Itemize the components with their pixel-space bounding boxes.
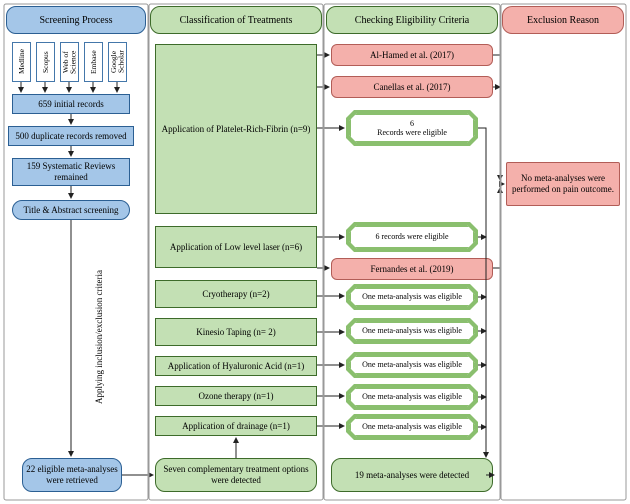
- db-scopus: Scopus: [36, 42, 55, 82]
- oct-six-a: 6Records were eligible: [346, 110, 478, 146]
- box-sys: 159 Systematic Reviews remained: [12, 158, 130, 186]
- box-eligible: 22 eligible meta-analyses were retrieved: [22, 458, 122, 492]
- pink-fernandes: Fernandes et al. (2019): [331, 258, 493, 280]
- col-exclude: Exclusion Reason: [502, 6, 624, 34]
- box-prf: Application of Platelet-Rich-Fibrin (n=9…: [155, 44, 317, 214]
- oct-one-3: One meta-analysis was eligible: [346, 352, 478, 378]
- db-wos: Web of Science: [60, 42, 79, 82]
- six-num: 6: [410, 119, 414, 128]
- oct-one-5: One meta-analysis was eligible: [346, 414, 478, 440]
- box-titleabs: Title & Abstract screening: [12, 200, 130, 220]
- box-ha: Application of Hyaluronic Acid (n=1): [155, 356, 317, 376]
- box-ozone: Ozone therapy (n=1): [155, 386, 317, 406]
- col-screening: Screening Process: [6, 6, 146, 34]
- box-dup: 500 duplicate records removed: [8, 126, 134, 146]
- box-exclude: No meta-analyses were performed on pain …: [506, 162, 620, 206]
- box-drain: Application of drainage (n=1): [155, 416, 317, 436]
- six-sub: Records were eligible: [377, 128, 447, 137]
- col-check: Checking Eligibility Criteria: [326, 6, 498, 34]
- box-cryo: Cryotherapy (n=2): [155, 280, 317, 308]
- vtext-applying: Applying inclusion/exclusion criteria: [94, 270, 104, 404]
- box-initial: 659 initial records: [12, 94, 130, 114]
- oct-one-1: One meta-analysis was eligible: [346, 284, 478, 310]
- pink-canellas: Canellas et al. (2017): [331, 76, 493, 98]
- box-nineteen: 19 meta-analyses were detected: [331, 458, 493, 492]
- box-laser: Application of Low level laser (n=6): [155, 226, 317, 268]
- oct-six-b: 6 records were eligible: [346, 222, 478, 252]
- db-embase: Embase: [84, 42, 103, 82]
- oct-one-4: One meta-analysis was eligible: [346, 384, 478, 410]
- oct-one-2: One meta-analysis was eligible: [346, 318, 478, 344]
- db-medline: Medline: [12, 42, 31, 82]
- pink-alhamed: Al-Hamed et al. (2017): [331, 44, 493, 66]
- col-classify: Classification of Treatments: [150, 6, 322, 34]
- box-kinesio: Kinesio Taping (n= 2): [155, 318, 317, 346]
- box-detected: Seven complementary treatment options we…: [155, 458, 317, 492]
- db-scholar: Google Scholar: [108, 42, 127, 82]
